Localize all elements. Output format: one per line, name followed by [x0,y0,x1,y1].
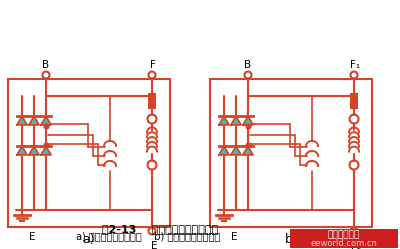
Bar [148,93,156,109]
Text: E: E [29,232,35,242]
Text: F: F [150,60,156,70]
Polygon shape [243,117,253,125]
Polygon shape [29,117,39,125]
Text: F₂: F₂ [351,241,361,249]
Text: a) 内搭铁型交流发电机    b) 外搭铁型交流发电机: a) 内搭铁型交流发电机 b) 外搭铁型交流发电机 [76,231,220,241]
Text: 图2-13    交流发电机的搭铁型式: 图2-13 交流发电机的搭铁型式 [102,224,218,234]
Text: E: E [231,232,237,242]
Polygon shape [243,146,253,155]
Polygon shape [219,146,229,155]
Text: E: E [151,241,157,249]
Polygon shape [231,146,241,155]
Polygon shape [29,146,39,155]
Text: B: B [244,60,252,70]
Text: F₁: F₁ [350,60,360,70]
Polygon shape [41,117,51,125]
Polygon shape [17,117,27,125]
Text: b): b) [285,233,297,246]
Text: eeworld.com.cn: eeworld.com.cn [310,239,378,248]
Text: 电子工程世界: 电子工程世界 [328,231,360,240]
Polygon shape [219,117,229,125]
Bar [350,93,358,109]
Text: a): a) [83,233,95,246]
Bar [210,79,372,227]
Text: B: B [42,60,50,70]
Polygon shape [17,146,27,155]
Polygon shape [41,146,51,155]
Bar [8,79,170,227]
Bar [290,229,398,248]
Polygon shape [231,117,241,125]
